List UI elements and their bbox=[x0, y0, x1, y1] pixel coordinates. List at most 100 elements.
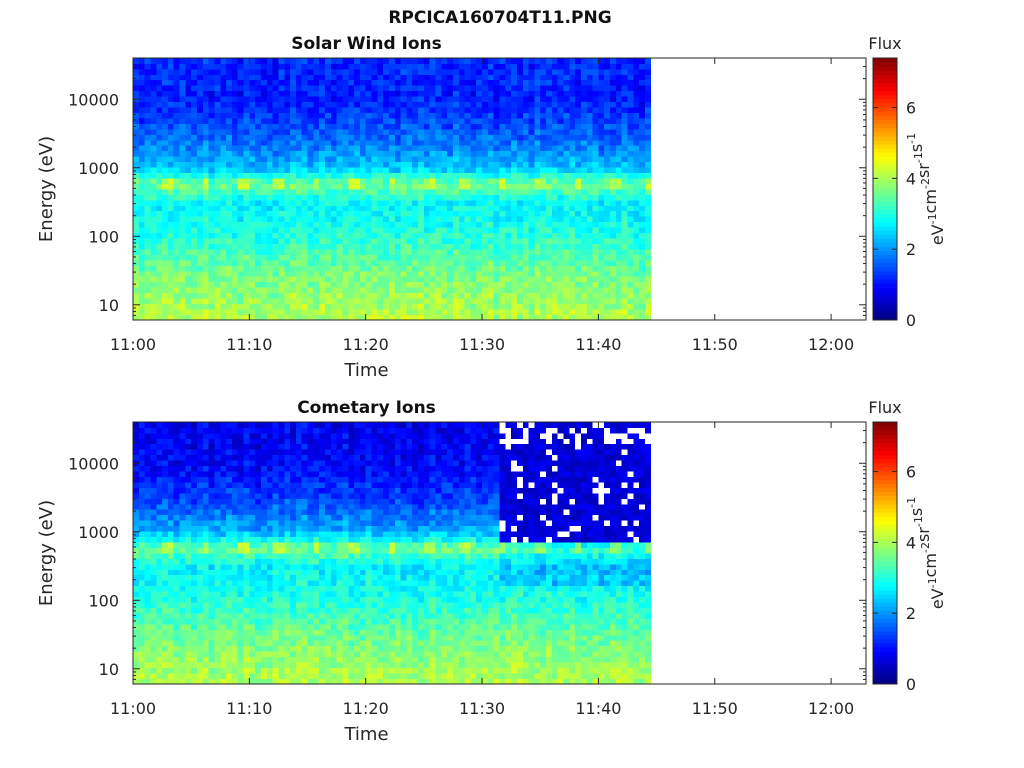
heatmap-cell bbox=[639, 292, 646, 299]
heatmap-cell bbox=[179, 259, 186, 266]
heatmap-cell bbox=[447, 79, 454, 86]
heatmap-cell bbox=[522, 79, 529, 86]
heatmap-cell bbox=[243, 259, 250, 266]
heatmap-cell bbox=[156, 465, 163, 472]
heatmap-cell bbox=[173, 623, 180, 630]
heatmap-cell bbox=[133, 634, 140, 641]
heatmap-cell bbox=[162, 276, 169, 283]
heatmap-cell bbox=[196, 259, 204, 266]
heatmap-cell bbox=[295, 227, 303, 234]
heatmap-cell bbox=[301, 145, 308, 152]
heatmap-cell bbox=[220, 150, 227, 157]
heatmap-cell bbox=[592, 265, 599, 272]
heatmap-cell bbox=[162, 238, 169, 244]
heatmap-cell bbox=[470, 107, 477, 113]
heatmap-cell bbox=[592, 194, 599, 201]
heatmap-cell bbox=[255, 281, 262, 288]
heatmap-cell bbox=[220, 199, 227, 206]
heatmap-cell bbox=[284, 199, 291, 206]
heatmap-cell bbox=[191, 194, 198, 201]
heatmap-cell bbox=[202, 178, 210, 184]
heatmap-cell bbox=[464, 63, 471, 70]
heatmap-cell bbox=[406, 238, 413, 244]
heatmap-cell bbox=[179, 498, 186, 505]
heatmap-cell bbox=[167, 553, 175, 559]
heatmap-cell bbox=[290, 281, 297, 288]
heatmap-cell bbox=[388, 265, 396, 272]
heatmap-cell bbox=[313, 210, 320, 217]
heatmap-cell bbox=[534, 265, 541, 272]
heatmap-cell bbox=[383, 118, 390, 124]
heatmap-cell bbox=[394, 150, 402, 157]
heatmap-cell bbox=[528, 265, 535, 272]
heatmap-cell bbox=[476, 238, 483, 244]
heatmap-cell bbox=[633, 227, 640, 234]
heatmap-cell bbox=[167, 161, 175, 168]
heatmap-cell bbox=[237, 128, 244, 135]
heatmap-cell bbox=[458, 96, 465, 103]
heatmap-cell bbox=[482, 167, 489, 174]
heatmap-cell bbox=[138, 150, 146, 157]
heatmap-cell bbox=[557, 243, 564, 250]
heatmap-cell bbox=[546, 96, 553, 103]
heatmap-cell bbox=[610, 68, 617, 75]
heatmap-cell bbox=[243, 238, 250, 244]
heatmap-cell bbox=[266, 205, 274, 212]
heatmap-cell bbox=[191, 574, 198, 581]
heatmap-cell bbox=[226, 254, 233, 261]
heatmap-cell bbox=[516, 281, 524, 288]
heatmap-cell bbox=[173, 667, 180, 674]
heatmap-cell bbox=[604, 205, 611, 212]
heatmap-cell bbox=[598, 156, 605, 163]
heatmap-cell bbox=[464, 178, 471, 184]
heatmap-cell bbox=[627, 90, 634, 97]
heatmap-cell bbox=[418, 227, 425, 234]
heatmap-cell bbox=[546, 118, 553, 124]
heatmap-cell bbox=[133, 281, 140, 288]
heatmap-cell bbox=[383, 128, 390, 135]
heatmap-cell bbox=[290, 161, 297, 168]
heatmap-cell bbox=[627, 145, 634, 152]
heatmap-cell bbox=[150, 259, 157, 266]
heatmap-cell bbox=[563, 238, 570, 244]
heatmap-cell bbox=[319, 243, 326, 250]
heatmap-cell bbox=[452, 183, 460, 190]
heatmap-cell bbox=[435, 199, 442, 206]
heatmap-cell bbox=[138, 634, 146, 641]
heatmap-cell bbox=[528, 112, 535, 119]
heatmap-cell bbox=[604, 298, 611, 305]
heatmap-cell bbox=[167, 90, 175, 97]
heatmap-cell bbox=[418, 221, 425, 228]
heatmap-cell bbox=[185, 547, 192, 554]
heatmap-cell bbox=[144, 509, 151, 516]
heatmap-cell bbox=[388, 259, 396, 266]
heatmap-cell bbox=[196, 309, 204, 315]
heatmap-cell bbox=[208, 216, 215, 223]
heatmap-cell bbox=[586, 58, 593, 64]
heatmap-cell bbox=[313, 74, 320, 81]
heatmap-cell bbox=[290, 134, 297, 141]
heatmap-cell bbox=[441, 150, 448, 157]
heatmap-cell bbox=[191, 178, 198, 184]
heatmap-cell bbox=[604, 167, 611, 174]
heatmap-cell bbox=[644, 199, 652, 206]
heatmap-cell bbox=[185, 482, 192, 488]
heatmap-cell bbox=[412, 210, 419, 217]
heatmap-cell bbox=[144, 254, 151, 261]
heatmap-cell bbox=[185, 161, 192, 168]
heatmap-cell bbox=[464, 128, 471, 135]
heatmap-cell bbox=[133, 492, 140, 499]
heatmap-cell bbox=[644, 243, 652, 250]
heatmap-cell bbox=[260, 161, 268, 168]
heatmap-cell bbox=[138, 443, 146, 450]
heatmap-cell bbox=[563, 199, 570, 206]
heatmap-cell bbox=[173, 221, 180, 228]
heatmap-cell bbox=[388, 303, 396, 310]
heatmap-cell bbox=[336, 259, 343, 266]
heatmap-cell bbox=[464, 58, 471, 64]
heatmap-cell bbox=[173, 503, 180, 510]
heatmap-cell bbox=[144, 74, 151, 81]
heatmap-cell bbox=[423, 232, 431, 239]
heatmap-cell bbox=[633, 161, 640, 168]
colorbar-swatch bbox=[873, 156, 897, 161]
